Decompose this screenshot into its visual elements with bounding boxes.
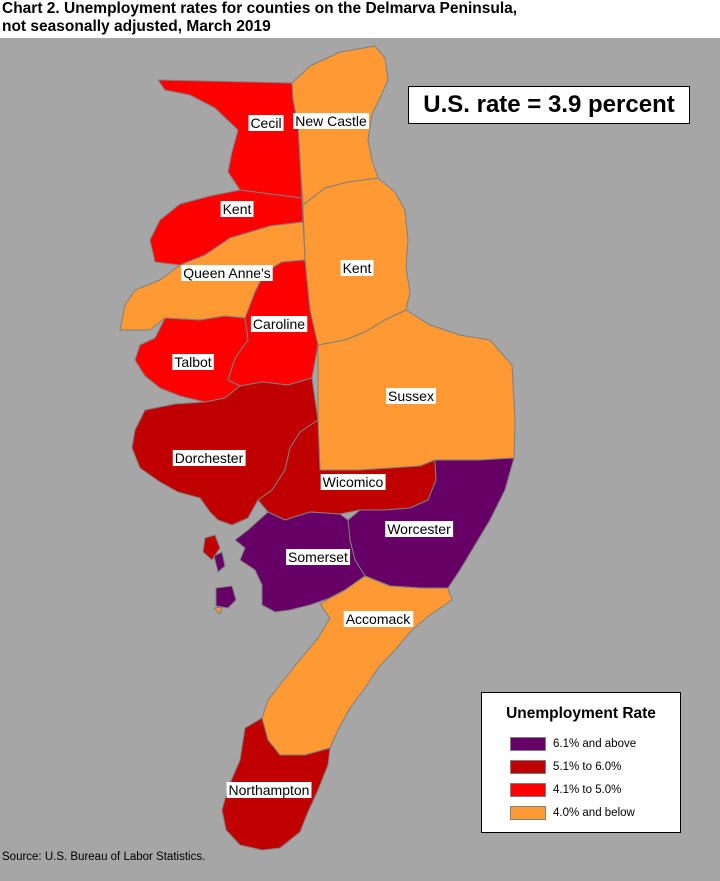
svg-text:Talbot: Talbot	[174, 354, 211, 370]
svg-text:Kent: Kent	[343, 260, 372, 276]
county-label-accomack: Accomack	[343, 611, 414, 627]
svg-text:Sussex: Sussex	[388, 388, 434, 404]
county-accomack-island	[213, 606, 223, 615]
svg-text:Worcester: Worcester	[387, 521, 451, 537]
county-dorchester-island	[202, 534, 221, 561]
legend-item-4-1-to-5-0: 4.1% to 5.0%	[510, 782, 621, 798]
county-label-kent: Kent	[340, 260, 374, 276]
county-label-wicomico: Wicomico	[320, 474, 386, 490]
county-label-talbot: Talbot	[172, 354, 214, 370]
legend-title: Unemployment Rate	[506, 705, 656, 722]
legend: Unemployment Rate 6.1% and above 5.1% to…	[481, 692, 681, 833]
source-note: Source: U.S. Bureau of Labor Statistics.	[2, 851, 206, 863]
county-label-worcester: Worcester	[385, 521, 454, 537]
legend-swatch	[510, 737, 546, 751]
legend-swatch	[510, 806, 546, 820]
chart-title-line-2: not seasonally adjusted, March 2019	[2, 18, 271, 35]
delmarva-map: Cecil New Castle Kent Queen Anne's Kent Carol…	[119, 45, 516, 851]
svg-text:Northampton: Northampton	[229, 782, 310, 798]
county-label-dorchester: Dorchester	[172, 450, 246, 466]
county-somerset-island	[213, 551, 226, 573]
legend-label: 4.0% and below	[553, 807, 635, 819]
chart-title: Chart 2. Unemployment rates for counties…	[2, 0, 517, 36]
county-label-new-castle: New Castle	[293, 113, 369, 129]
county-label-cecil: Cecil	[248, 115, 284, 131]
county-cecil[interactable]	[157, 79, 303, 199]
svg-text:Kent: Kent	[223, 201, 252, 217]
legend-label: 4.1% to 5.0%	[553, 784, 622, 796]
county-label-kent: Kent	[220, 201, 254, 217]
svg-text:Queen Anne's: Queen Anne's	[183, 265, 271, 281]
chart-title-line-1: Chart 2. Unemployment rates for counties…	[2, 0, 518, 17]
county-labels: Cecil New Castle Kent Queen Anne's Kent Carol…	[172, 113, 454, 798]
svg-text:New Castle: New Castle	[295, 113, 367, 129]
legend-label: 6.1% and above	[553, 738, 637, 750]
svg-text:Caroline: Caroline	[253, 316, 305, 332]
county-somerset-island	[215, 585, 237, 609]
legend-swatch	[510, 760, 546, 774]
svg-text:Accomack: Accomack	[346, 611, 412, 627]
county-label-queen-anne-s: Queen Anne's	[181, 265, 273, 281]
svg-text:Cecil: Cecil	[250, 115, 281, 131]
svg-text:Wicomico: Wicomico	[323, 474, 384, 490]
legend-label: 5.1% to 6.0%	[553, 761, 622, 773]
county-label-somerset: Somerset	[286, 549, 351, 565]
county-label-caroline: Caroline	[250, 316, 308, 332]
svg-text:Dorchester: Dorchester	[175, 450, 244, 466]
legend-item-6-1-above: 6.1% and above	[510, 736, 636, 752]
us-rate-box: U.S. rate = 3.9 percent	[408, 86, 690, 124]
legend-item-5-1-to-6-0: 5.1% to 6.0%	[510, 759, 621, 775]
legend-item-4-0-below: 4.0% and below	[510, 805, 635, 821]
svg-text:Somerset: Somerset	[288, 549, 348, 565]
legend-swatch	[510, 783, 546, 797]
map-area: Cecil New Castle Kent Queen Anne's Kent Carol…	[0, 38, 720, 881]
county-label-sussex: Sussex	[386, 388, 436, 404]
county-label-northampton: Northampton	[226, 782, 312, 798]
